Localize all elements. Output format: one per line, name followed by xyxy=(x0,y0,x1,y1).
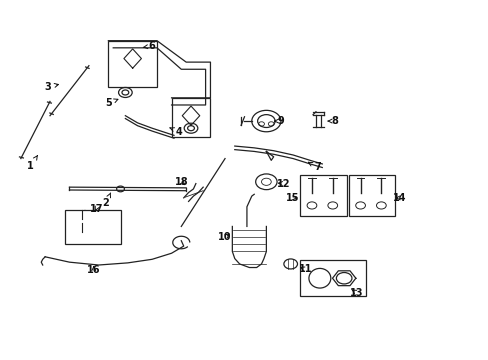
Text: 2: 2 xyxy=(102,193,110,208)
Bar xyxy=(300,260,366,296)
Bar xyxy=(171,98,210,137)
Text: 18: 18 xyxy=(174,177,188,187)
Ellipse shape xyxy=(308,269,330,288)
Text: 6: 6 xyxy=(143,41,155,51)
Text: 3: 3 xyxy=(44,82,58,92)
Text: 15: 15 xyxy=(286,193,299,203)
Text: 17: 17 xyxy=(89,203,103,213)
Text: 10: 10 xyxy=(218,232,231,242)
Text: 4: 4 xyxy=(170,127,182,137)
Text: 12: 12 xyxy=(276,179,289,189)
Text: 11: 11 xyxy=(298,264,311,274)
Bar xyxy=(64,210,120,244)
Bar xyxy=(300,175,346,216)
Text: 5: 5 xyxy=(105,98,118,108)
Text: 16: 16 xyxy=(87,265,101,275)
Text: 8: 8 xyxy=(327,116,337,126)
Text: 14: 14 xyxy=(392,193,406,203)
Text: 13: 13 xyxy=(349,288,362,297)
Text: 1: 1 xyxy=(27,156,38,171)
Text: 9: 9 xyxy=(274,116,284,126)
Bar xyxy=(108,41,157,87)
Bar xyxy=(348,175,394,216)
Text: 7: 7 xyxy=(308,162,320,172)
